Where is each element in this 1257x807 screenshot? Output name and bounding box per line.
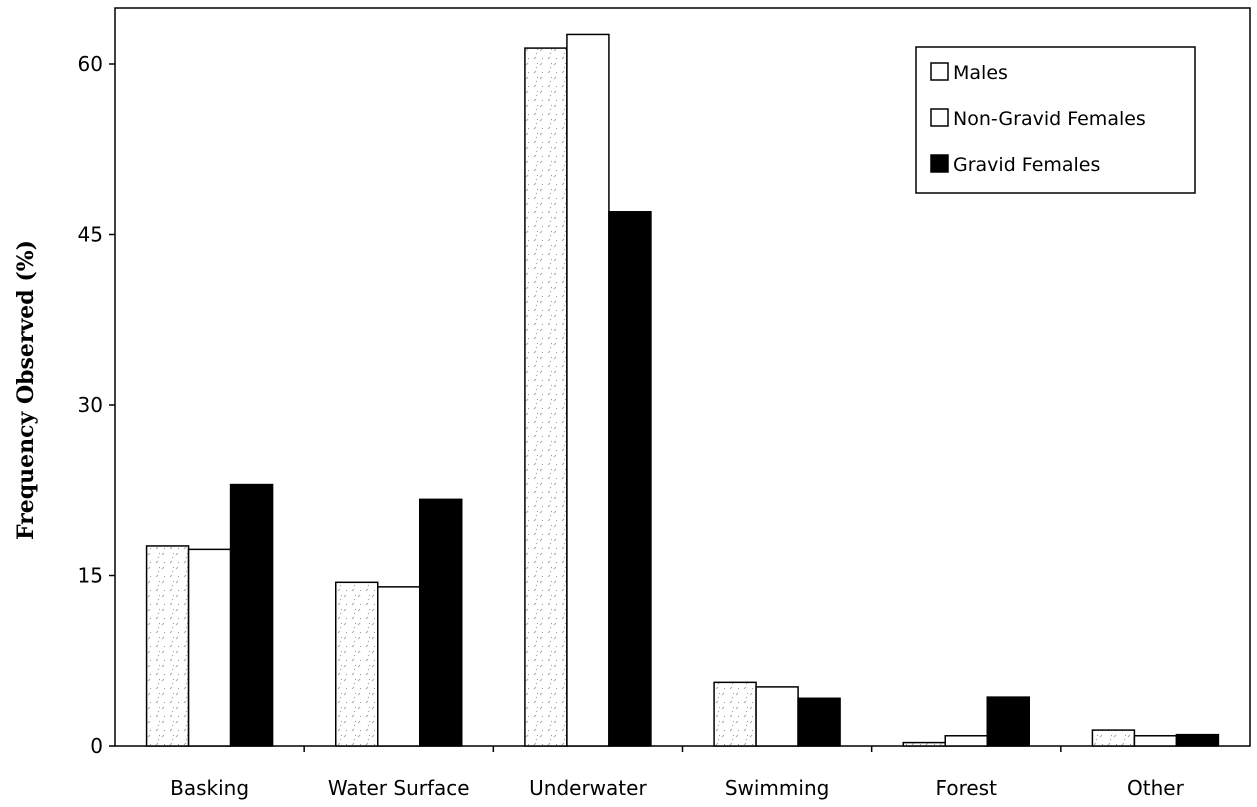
y-axis-label: Frequency Observed (%) [13,240,39,540]
bar-non-gravid-females-basking [187,548,232,747]
y-axis: 0 15 30 45 60 [78,52,115,758]
bar-males-underwater [524,47,568,747]
legend-swatch-gravid-females [930,154,949,173]
bar-gravid-females-other [1175,733,1220,747]
bar-males-swimming [713,681,757,747]
bar-non-gravid-females-water-surface [377,586,421,747]
x-axis: Basking Water Surface Underwater Swimming Fo… [170,746,1185,800]
y-tick-label: 30 [78,393,103,417]
bar-non-gravid-females-underwater [566,33,610,747]
y-tick-label: 60 [78,52,103,76]
legend: Males Non-Gravid Females Gravid Females [915,46,1196,194]
x-tick-label: Other [1127,776,1185,800]
y-tick-label: 45 [78,223,103,247]
bar-gravid-females-water-surface [419,498,463,747]
bar-males-water-surface [335,581,379,747]
bar-non-gravid-females-forest [944,735,988,747]
bar-gravid-females-forest [986,696,1030,747]
legend-label: Males [953,62,1008,84]
bar-gravid-females-basking [229,483,274,747]
legend-label: Gravid Females [953,154,1100,176]
x-tick-label: Basking [170,776,249,800]
legend-swatch-non-gravid-females [930,108,949,127]
x-tick-label: Forest [936,776,998,800]
bar-males-basking [145,545,190,747]
y-tick-label: 0 [90,734,103,758]
x-tick-label: Water Surface [328,776,470,800]
bar-gravid-females-underwater [608,211,652,747]
bar-gravid-females-swimming [797,697,841,747]
bar-males-other [1091,729,1136,747]
bar-non-gravid-females-swimming [755,686,799,747]
bars-layer [145,33,1220,747]
x-tick-label: Swimming [725,776,830,800]
x-tick-label: Underwater [529,776,647,800]
bar-non-gravid-females-other [1133,735,1178,747]
bar-males-forest [902,741,946,747]
legend-label: Non-Gravid Females [953,108,1146,130]
legend-swatch-males [930,62,949,81]
legend-box [915,46,1196,194]
y-tick-label: 15 [78,564,103,588]
